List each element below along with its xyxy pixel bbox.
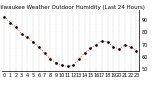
Title: Milwaukee Weather Outdoor Humidity (Last 24 Hours): Milwaukee Weather Outdoor Humidity (Last… — [0, 5, 145, 10]
